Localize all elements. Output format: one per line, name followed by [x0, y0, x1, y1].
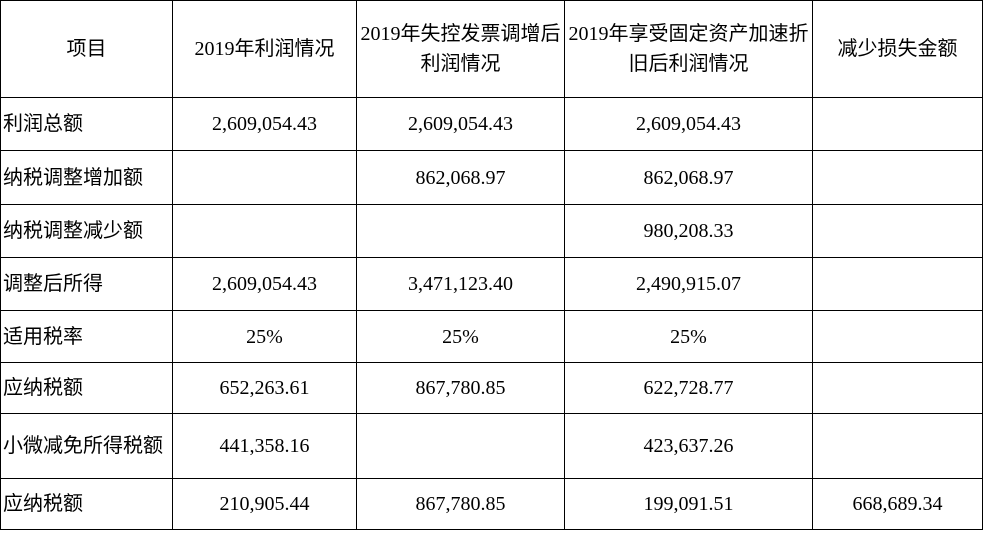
cell: 423,637.26 — [564, 413, 813, 479]
cell: 862,068.97 — [564, 150, 813, 205]
row-label: 小微减免所得税额 — [0, 413, 173, 479]
cell: 25% — [356, 310, 565, 363]
cell: 652,263.61 — [172, 362, 357, 414]
empty-cell — [812, 97, 983, 151]
empty-cell — [812, 150, 983, 205]
row-label: 纳税调整减少额 — [0, 204, 173, 258]
cell: 867,780.85 — [356, 478, 565, 530]
cell: 3,471,123.40 — [356, 257, 565, 311]
empty-cell — [356, 413, 565, 479]
cell: 2,609,054.43 — [356, 97, 565, 151]
cell: 2,609,054.43 — [172, 97, 357, 151]
table-row: 应纳税额 652,263.61 867,780.85 622,728.77 — [0, 362, 983, 414]
table-row: 调整后所得 2,609,054.43 3,471,123.40 2,490,915.0… — [0, 257, 983, 311]
row-label: 调整后所得 — [0, 257, 173, 311]
empty-cell — [812, 362, 983, 414]
header-row: 项目 2019年利润情况 2019年失控发票调增后利润情况 2019年享受固定资产加速… — [0, 0, 983, 98]
cell: 980,208.33 — [564, 204, 813, 258]
row-label: 应纳税额 — [0, 362, 173, 414]
cell: 25% — [172, 310, 357, 363]
cell: 867,780.85 — [356, 362, 565, 414]
table-row: 适用税率 25% 25% 25% — [0, 310, 983, 363]
empty-cell — [172, 204, 357, 258]
cell: 2,609,054.43 — [172, 257, 357, 311]
table-row: 纳税调整增加额 862,068.97 862,068.97 — [0, 150, 983, 205]
empty-cell — [812, 310, 983, 363]
empty-cell — [812, 257, 983, 311]
cell: 862,068.97 — [356, 150, 565, 205]
row-label: 纳税调整增加额 — [0, 150, 173, 205]
empty-cell — [172, 150, 357, 205]
cell: 668,689.34 — [812, 478, 983, 530]
row-label: 适用税率 — [0, 310, 173, 363]
empty-cell — [812, 413, 983, 479]
cell: 441,358.16 — [172, 413, 357, 479]
header-cell: 2019年享受固定资产加速折旧后利润情况 — [564, 0, 813, 98]
table-row: 应纳税额 210,905.44 867,780.85 199,091.51 668,68… — [0, 478, 983, 530]
table-row: 纳税调整减少额 980,208.33 — [0, 204, 983, 258]
empty-cell — [812, 204, 983, 258]
header-cell: 2019年失控发票调增后利润情况 — [356, 0, 565, 98]
header-cell: 2019年利润情况 — [172, 0, 357, 98]
table-row: 利润总额 2,609,054.43 2,609,054.43 2,609,054.43 — [0, 97, 983, 151]
cell: 199,091.51 — [564, 478, 813, 530]
row-label: 利润总额 — [0, 97, 173, 151]
cell: 622,728.77 — [564, 362, 813, 414]
row-label: 应纳税额 — [0, 478, 173, 530]
table-body: 利润总额 2,609,054.43 2,609,054.43 2,609,054.43… — [0, 97, 983, 530]
table-row: 小微减免所得税额 441,358.16 423,637.26 — [0, 413, 983, 479]
cell: 2,490,915.07 — [564, 257, 813, 311]
empty-cell — [356, 204, 565, 258]
cell: 210,905.44 — [172, 478, 357, 530]
cell: 25% — [564, 310, 813, 363]
header-cell: 减少损失金额 — [812, 0, 983, 98]
cell: 2,609,054.43 — [564, 97, 813, 151]
profit-table: 项目 2019年利润情况 2019年失控发票调增后利润情况 2019年享受固定资产加速… — [0, 0, 983, 530]
header-cell: 项目 — [0, 0, 173, 98]
